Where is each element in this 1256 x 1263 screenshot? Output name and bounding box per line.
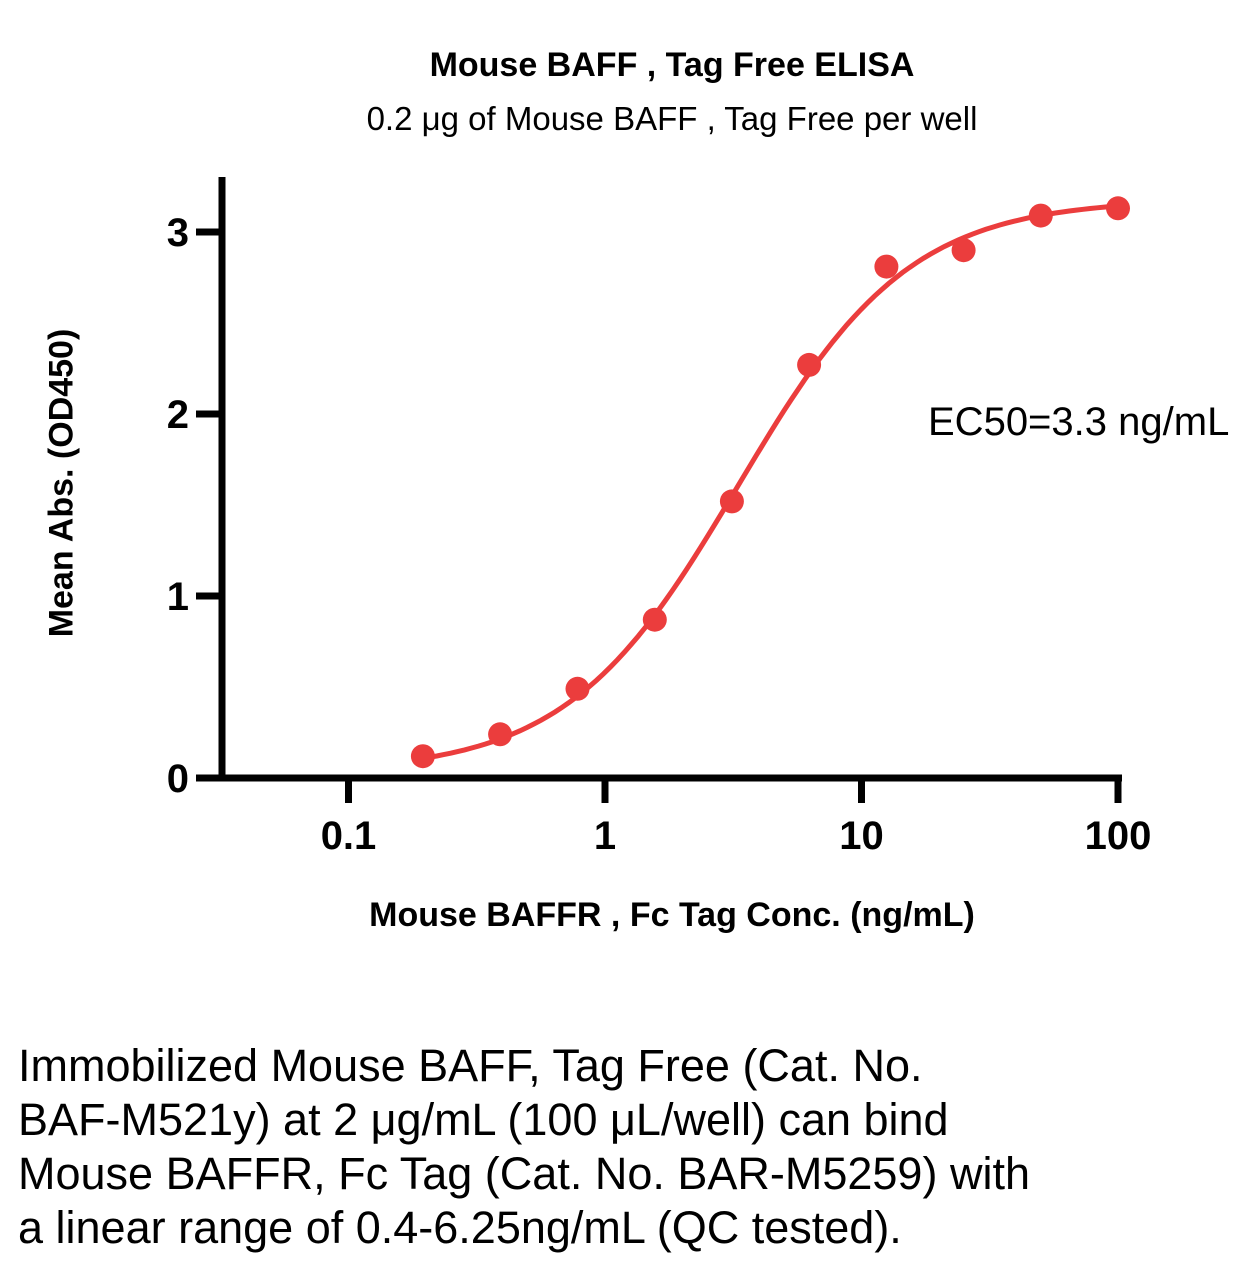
data-point — [410, 744, 435, 769]
data-point — [1106, 196, 1130, 221]
figure-caption: Immobilized Mouse BAFF, Tag Free (Cat. N… — [18, 1039, 1248, 1255]
y-tick-label: 1 — [167, 575, 189, 619]
caption-line: a linear range of 0.4-6.25ng/mL (QC test… — [18, 1202, 902, 1253]
data-point — [797, 352, 822, 377]
x-tick-label: 0.1 — [321, 814, 377, 858]
x-axis-label: Mouse BAFFR , Fc Tag Conc. (ng/mL) — [369, 896, 975, 934]
y-axis-label: Mean Abs. (OD450) — [42, 328, 81, 638]
x-tick-label: 100 — [1085, 814, 1152, 858]
data-point — [488, 722, 513, 747]
y-tick-label: 0 — [167, 757, 189, 801]
chart-subtitle: 0.2 μg of Mouse BAFF , Tag Free per well — [366, 100, 978, 137]
ec50-annotation: EC50=3.3 ng/mL — [928, 400, 1230, 444]
caption-line: BAF-M521y) at 2 μg/mL (100 μL/well) can … — [18, 1094, 949, 1145]
caption-line: Mouse BAFFR, Fc Tag (Cat. No. BAR-M5259)… — [18, 1148, 1030, 1199]
caption-line: Immobilized Mouse BAFF, Tag Free (Cat. N… — [18, 1040, 923, 1091]
data-point — [874, 254, 899, 279]
x-tick-label: 1 — [594, 814, 616, 858]
y-tick-label: 2 — [167, 393, 189, 437]
data-point — [642, 607, 667, 632]
elisa-dose-response-chart: 0 1 2 3 0.1 1 10 100 — [167, 177, 1152, 858]
x-tick-label: 10 — [839, 814, 884, 858]
dose-response-curve — [420, 203, 1121, 761]
data-point — [951, 238, 976, 263]
data-point — [565, 676, 590, 701]
chart-title: Mouse BAFF , Tag Free ELISA — [429, 46, 915, 84]
data-point — [1028, 203, 1053, 228]
data-point — [719, 489, 744, 514]
y-tick-label: 3 — [167, 211, 189, 255]
